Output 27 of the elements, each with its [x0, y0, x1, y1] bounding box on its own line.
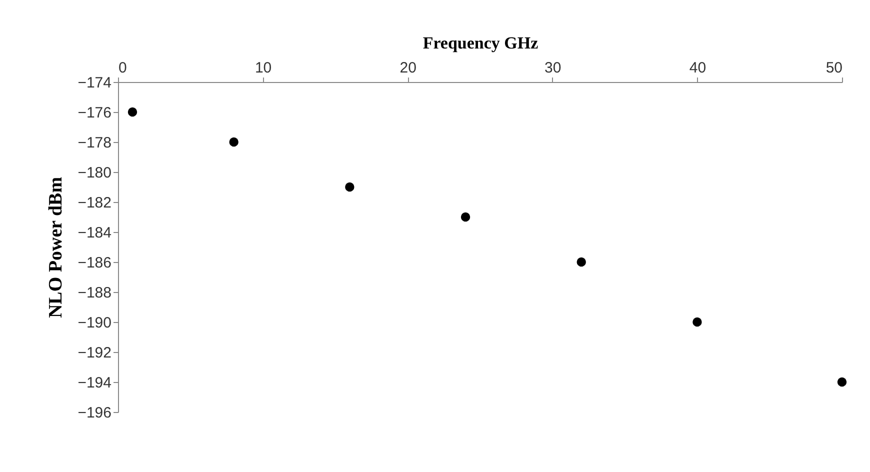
- x-tick-label: 50: [826, 60, 842, 76]
- y-tick-label: −196: [78, 404, 112, 422]
- point: [692, 317, 702, 327]
- point: [229, 137, 238, 147]
- y-tick-label: −190: [78, 314, 112, 332]
- point: [837, 377, 847, 387]
- x-tick-label: 20: [400, 60, 416, 76]
- y-tick-label: −178: [78, 134, 112, 152]
- y-tick-label: −192: [78, 344, 112, 362]
- y-tick-label: −180: [78, 164, 112, 182]
- y-tick-label: −188: [78, 284, 112, 302]
- x-tick-label: 40: [689, 60, 706, 76]
- y-tick-label: −186: [78, 254, 112, 272]
- point: [345, 182, 354, 192]
- x-tick-label: 10: [254, 60, 272, 76]
- y-tick-label: −176: [78, 104, 112, 122]
- x-tick-label: 0: [118, 60, 127, 76]
- y-tick-label: −174: [78, 74, 112, 92]
- y-tick-label: −184: [78, 224, 112, 242]
- point: [128, 107, 138, 117]
- y-axis-title: NLO Power dBm: [46, 176, 67, 318]
- x-tick-label: 30: [544, 60, 562, 76]
- x-axis-title: Frequency GHz: [422, 34, 539, 52]
- y-tick-label: −182: [78, 194, 112, 212]
- y-tick-label: −194: [78, 374, 112, 392]
- point: [460, 212, 470, 222]
- point: [576, 257, 586, 267]
